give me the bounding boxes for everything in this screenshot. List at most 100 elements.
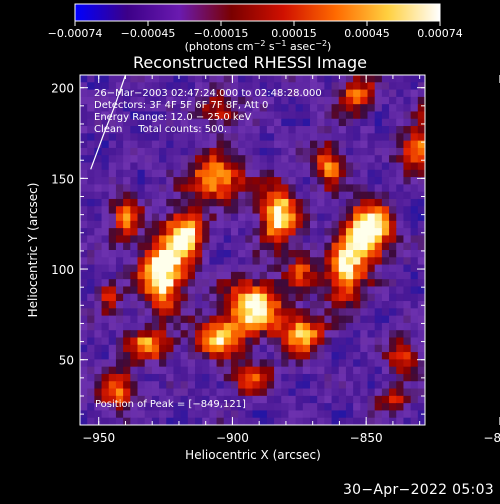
heatmap-cell [259, 366, 268, 375]
heatmap-cell [310, 111, 318, 120]
heatmap-cell [295, 242, 304, 251]
heatmap-cell [216, 191, 225, 200]
heatmap-cell [166, 293, 175, 302]
heatmap-cell [87, 89, 95, 98]
heatmap-cell [94, 250, 103, 258]
heatmap-cell [266, 308, 275, 317]
heatmap-cell [381, 162, 390, 171]
heatmap-cell [288, 147, 297, 156]
heatmap-cell [381, 366, 390, 375]
heatmap-cell [209, 344, 218, 353]
heatmap-cell [252, 381, 261, 390]
heatmap-cell [159, 381, 167, 390]
heatmap-cell [288, 82, 297, 91]
heatmap-cell [80, 417, 88, 425]
heatmap-cell [417, 111, 425, 120]
heatmap-cell [281, 330, 290, 339]
heatmap-cell [381, 286, 390, 295]
heatmap-cell [166, 169, 175, 178]
heatmap-cell [137, 381, 146, 390]
heatmap-cell [230, 257, 239, 266]
heatmap-cell [331, 147, 340, 156]
heatmap-cell [230, 388, 239, 397]
heatmap-cell [374, 104, 383, 113]
heatmap-cell [173, 322, 182, 331]
heatmap-cell [338, 82, 347, 91]
heatmap-cell [288, 96, 297, 105]
heatmap-cell [317, 242, 325, 251]
heatmap-cell [324, 126, 333, 134]
heatmap-cell [259, 235, 268, 244]
heatmap-cell [137, 155, 146, 164]
heatmap-cell [288, 242, 297, 251]
heatmap-cell [115, 155, 124, 164]
heatmap-cell [281, 177, 290, 185]
heatmap-cell [374, 286, 383, 295]
heatmap-cell [87, 395, 95, 404]
heatmap-cell [259, 410, 268, 419]
heatmap-cell [115, 286, 124, 295]
heatmap-cell [281, 410, 290, 419]
heatmap-cell [94, 359, 103, 368]
heatmap-cell [324, 373, 333, 382]
heatmap-cell [331, 264, 340, 273]
heatmap-cell [223, 162, 232, 171]
heatmap-cell [381, 403, 390, 412]
heatmap-cell [281, 228, 290, 237]
heatmap-cell [216, 352, 225, 360]
heatmap-cell [252, 257, 261, 266]
heatmap-cell [216, 213, 225, 222]
heatmap-cell [331, 410, 340, 419]
heatmap-cell [381, 242, 390, 251]
heatmap-cell [302, 403, 311, 412]
heatmap-cell [324, 301, 333, 309]
heatmap-cell [166, 147, 175, 156]
heatmap-cell [94, 271, 103, 280]
heatmap-cell [187, 198, 196, 207]
heatmap-cell [266, 366, 275, 375]
heatmap-cell [223, 279, 232, 288]
heatmap-cell [281, 162, 290, 171]
heatmap-cell [115, 104, 124, 113]
colorbar-tick-label: 0.00015 [271, 27, 317, 40]
heatmap-cell [216, 118, 225, 127]
heatmap-cell [281, 140, 290, 149]
heatmap-cell [324, 250, 333, 258]
heatmap-cell [295, 264, 304, 273]
heatmap-cell [137, 220, 146, 229]
heatmap-cell [266, 257, 275, 266]
heatmap-cell [403, 177, 412, 185]
heatmap-cell [80, 169, 88, 178]
heatmap-cell [288, 206, 297, 215]
heatmap-cell [144, 206, 153, 215]
heatmap-cell [166, 286, 175, 295]
heatmap-cell [259, 89, 268, 98]
heatmap-cell [80, 242, 88, 251]
heatmap-cell [238, 89, 246, 98]
heatmap-cell [159, 75, 167, 83]
heatmap-cell [216, 184, 225, 193]
heatmap-cell [317, 162, 325, 171]
heatmap-cell [144, 366, 153, 375]
heatmap-cell [252, 403, 261, 412]
heatmap-cell [310, 82, 318, 91]
heatmap-cell [137, 264, 146, 273]
heatmap-cell [245, 111, 254, 120]
heatmap-cell [202, 344, 210, 353]
heatmap-cell [137, 271, 146, 280]
heatmap-cell [317, 213, 325, 222]
heatmap-cell [87, 118, 95, 127]
heatmap-cell [108, 126, 117, 134]
heatmap-cell [360, 264, 369, 273]
y-axis-label: Heliocentric Y (arcsec) [26, 183, 40, 318]
heatmap-cell [310, 352, 318, 360]
heatmap-cell [310, 257, 318, 266]
heatmap-cell [151, 75, 160, 83]
heatmap-cell [324, 322, 333, 331]
heatmap-cell [80, 330, 88, 339]
heatmap-cell [367, 293, 376, 302]
heatmap-cell [331, 177, 340, 185]
heatmap-cell [108, 206, 117, 215]
heatmap-cell [345, 286, 354, 295]
heatmap-cell [331, 162, 340, 171]
